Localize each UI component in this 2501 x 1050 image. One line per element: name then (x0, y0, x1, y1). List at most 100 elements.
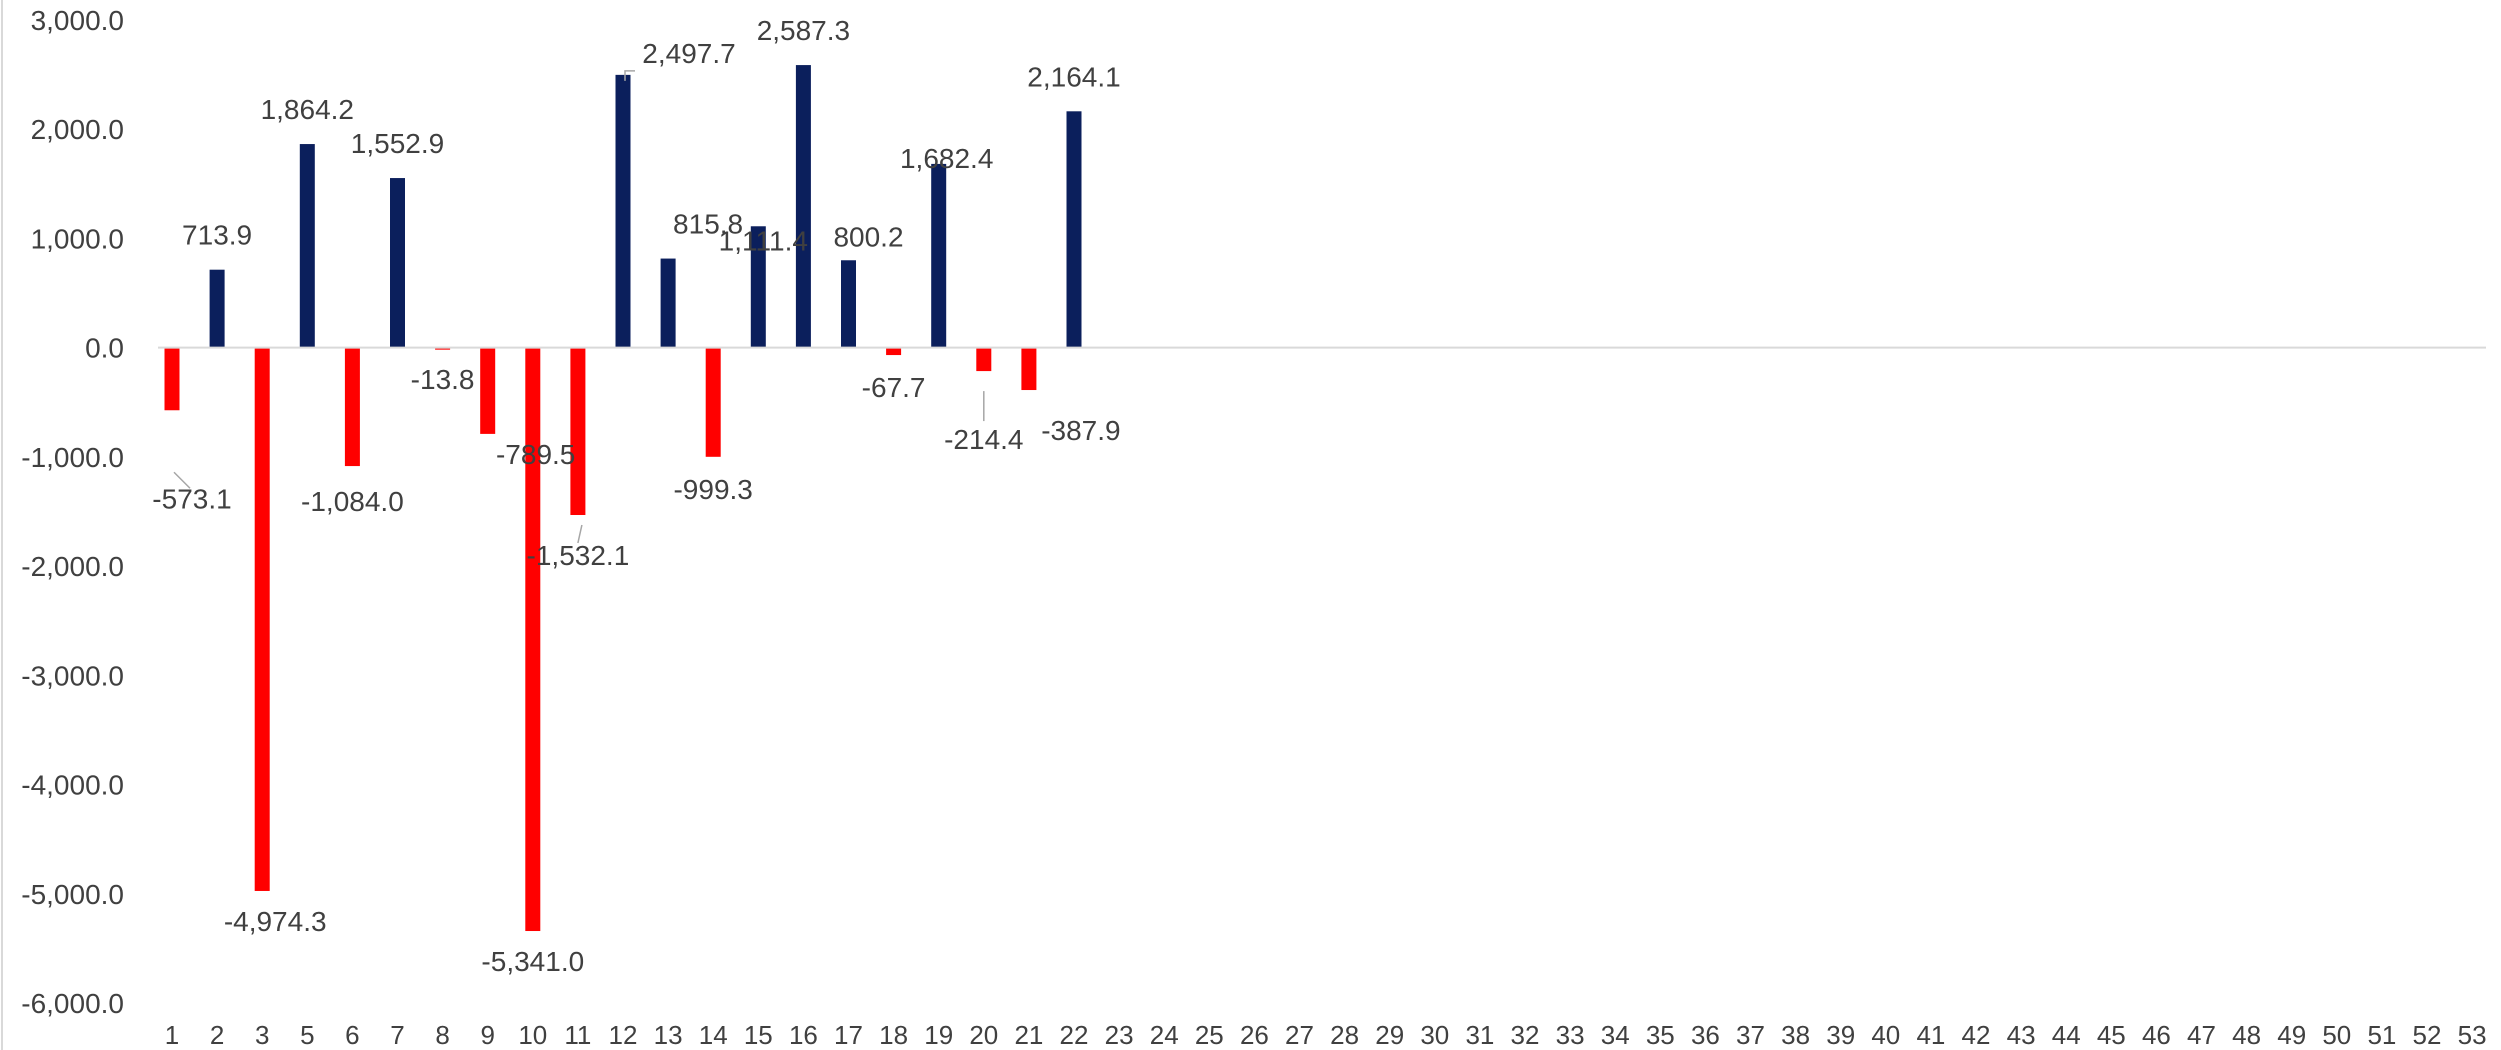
x-tick-label: 23 (1105, 1020, 1134, 1050)
x-tick-label: 44 (2052, 1020, 2081, 1050)
leader-line (577, 524, 583, 544)
bar (254, 347, 270, 891)
x-tick-label: 47 (2187, 1020, 2216, 1050)
bar (976, 347, 992, 372)
x-tick-label: 45 (2097, 1020, 2126, 1050)
x-tick-label: 42 (1962, 1020, 1991, 1050)
data-label: 2,587.3 (757, 15, 850, 46)
bar (750, 226, 766, 348)
x-tick-label: 6 (345, 1020, 359, 1050)
x-tick-label: 18 (879, 1020, 908, 1050)
x-tick-label: 38 (1781, 1020, 1810, 1050)
bar (209, 269, 225, 348)
data-label: -573.1 (152, 483, 231, 514)
data-label: -1,532.1 (527, 540, 630, 571)
y-tick-label: 1,000.0 (31, 223, 124, 254)
x-tick-label: 31 (1465, 1020, 1494, 1050)
y-tick-label: -3,000.0 (21, 660, 124, 691)
x-tick-label: 2 (210, 1020, 224, 1050)
label-leader-lines (173, 70, 985, 544)
x-tick-label: 34 (1601, 1020, 1630, 1050)
data-label: 1,864.2 (261, 94, 354, 125)
data-labels: -573.1 713.9 -4,974.3 1,864.2 -1,084.0 1,552.… (152, 15, 1120, 977)
data-label: -999.3 (673, 474, 752, 505)
x-tick-label: 46 (2142, 1020, 2171, 1050)
x-tick-label: 3 (255, 1020, 269, 1050)
x-tick-label: 48 (2232, 1020, 2261, 1050)
x-tick-label: 17 (834, 1020, 863, 1050)
x-tick-label: 1 (165, 1020, 179, 1050)
bar (1021, 347, 1037, 391)
y-axis-ticks: 3,000.0 2,000.0 1,000.0 0.0 -1,000.0 -2,000.0… (21, 5, 124, 1019)
leader-line (173, 471, 191, 489)
x-tick-label: 33 (1556, 1020, 1585, 1050)
x-tick-label: 49 (2277, 1020, 2306, 1050)
data-label: 713.9 (182, 220, 252, 251)
bar (931, 163, 947, 348)
data-label: 800.2 (833, 221, 903, 252)
x-tick-label: 21 (1014, 1020, 1043, 1050)
bar (841, 260, 856, 348)
bars (164, 65, 1082, 932)
data-label: -214.4 (944, 424, 1023, 455)
x-tick-label: 30 (1420, 1020, 1449, 1050)
data-label: -5,341.0 (481, 946, 584, 977)
x-tick-label: 27 (1285, 1020, 1314, 1050)
bar (705, 347, 721, 457)
x-tick-label: 10 (518, 1020, 547, 1050)
data-label: -789.5 (496, 439, 575, 470)
data-label: 1,682.4 (900, 143, 993, 174)
x-tick-label: 39 (1826, 1020, 1855, 1050)
bar (525, 347, 541, 932)
bar (615, 74, 631, 348)
x-tick-label: 11 (564, 1020, 591, 1050)
bar (570, 347, 586, 516)
x-tick-label: 29 (1375, 1020, 1404, 1050)
y-tick-label: -1,000.0 (21, 442, 124, 473)
x-tick-label: 41 (1916, 1020, 1945, 1050)
x-tick-label: 9 (480, 1020, 494, 1050)
x-tick-label: 40 (1871, 1020, 1900, 1050)
data-label: 815.8 (673, 209, 743, 240)
x-tick-label: 16 (789, 1020, 818, 1050)
x-tick-label: 15 (744, 1020, 773, 1050)
y-tick-label: -4,000.0 (21, 770, 124, 801)
x-tick-label: 14 (699, 1020, 728, 1050)
x-tick-label: 12 (609, 1020, 638, 1050)
data-label: -13.8 (411, 364, 475, 395)
x-tick-label: 50 (2322, 1020, 2351, 1050)
y-tick-label: 2,000.0 (31, 114, 124, 145)
x-tick-label: 53 (2458, 1020, 2487, 1050)
x-tick-label: 26 (1240, 1020, 1269, 1050)
x-tick-label: 35 (1646, 1020, 1675, 1050)
bar (886, 347, 902, 356)
data-label: 1,111.4 (719, 225, 808, 256)
x-tick-label: 5 (300, 1020, 314, 1050)
x-tick-label: 43 (2007, 1020, 2036, 1050)
data-label: -67.7 (862, 372, 926, 403)
x-tick-label: 36 (1691, 1020, 1720, 1050)
x-tick-label: 25 (1195, 1020, 1224, 1050)
x-tick-label: 7 (390, 1020, 404, 1050)
bar (299, 144, 315, 348)
x-tick-label: 24 (1150, 1020, 1179, 1050)
x-tick-label: 13 (654, 1020, 683, 1050)
x-tick-label: 28 (1330, 1020, 1359, 1050)
x-tick-label: 19 (924, 1020, 953, 1050)
y-tick-label: 3,000.0 (31, 5, 124, 36)
leader-line (624, 70, 635, 81)
data-label: -1,084.0 (301, 486, 404, 517)
bar (390, 178, 405, 348)
x-tick-label: 52 (2413, 1020, 2442, 1050)
y-tick-label: -2,000.0 (21, 551, 124, 582)
x-tick-label: 32 (1511, 1020, 1540, 1050)
bar (344, 347, 360, 467)
data-label: 1,552.9 (351, 128, 444, 159)
x-tick-label: 22 (1060, 1020, 1089, 1050)
x-tick-label: 51 (2367, 1020, 2396, 1050)
data-label: -4,974.3 (224, 906, 327, 937)
x-tick-label: 37 (1736, 1020, 1765, 1050)
data-label: 2,497.7 (642, 38, 735, 69)
